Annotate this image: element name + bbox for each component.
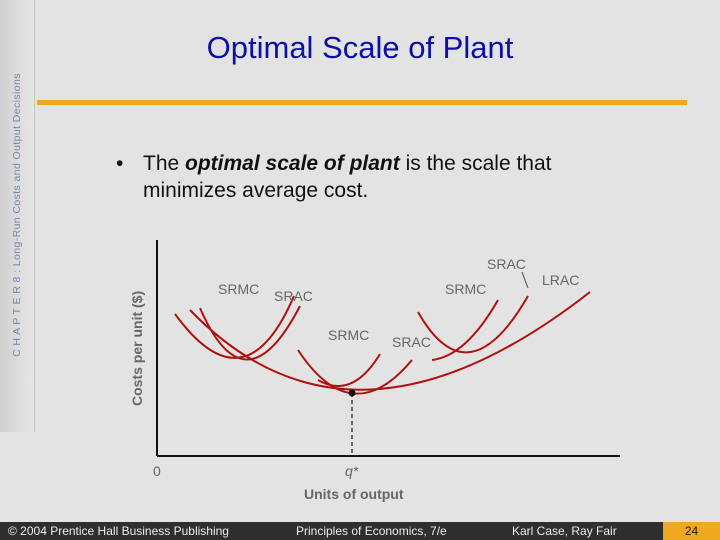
srac-left-curve — [199, 305, 301, 361]
label-srmc-right: SRMC — [445, 281, 486, 297]
footer-authors: Karl Case, Ray Fair — [512, 524, 617, 538]
x-axis-title: Units of output — [304, 486, 404, 502]
bullet-text: The optimal scale of plant is the scale … — [116, 150, 636, 204]
label-srmc-mid: SRMC — [328, 327, 369, 343]
bullet-text-end: is the scale that minimizes average cost… — [143, 152, 552, 202]
srac-label-pointer — [521, 271, 529, 289]
y-axis-title: Costs per unit ($) — [129, 291, 145, 406]
lrac-curve — [189, 291, 591, 391]
title-underline — [37, 100, 687, 105]
srmc-right-curve — [431, 299, 499, 361]
label-srmc-left: SRMC — [218, 281, 259, 297]
label-srac-mid: SRAC — [392, 334, 431, 350]
optimal-point — [348, 389, 356, 397]
footer-bar: © 2004 Prentice Hall Business Publishing… — [0, 522, 720, 540]
srmc-mid-curve — [317, 353, 381, 388]
bullet-emphasis: optimal scale of plant — [185, 152, 400, 175]
chapter-sidebar: C H A P T E R 8 : Long-Run Costs and Out… — [0, 0, 35, 432]
footer-copyright: © 2004 Prentice Hall Business Publishing — [8, 524, 229, 538]
bullet-marker: • — [116, 152, 124, 175]
slide-title: Optimal Scale of Plant — [206, 30, 514, 65]
q-star-label: q* — [345, 463, 359, 479]
label-srac-right: SRAC — [487, 256, 526, 272]
label-srac-left: SRAC — [274, 288, 313, 304]
page-number: 24 — [663, 522, 720, 540]
srac-right-curve — [417, 295, 529, 354]
origin-label: 0 — [153, 463, 161, 479]
bullet-text-start: The — [143, 152, 186, 175]
bullet-point: • The optimal scale of plant is the scal… — [116, 150, 636, 204]
srmc-left-curve — [174, 295, 295, 359]
label-lrac: LRAC — [542, 272, 579, 288]
footer-book: Principles of Economics, 7/e — [296, 524, 447, 538]
